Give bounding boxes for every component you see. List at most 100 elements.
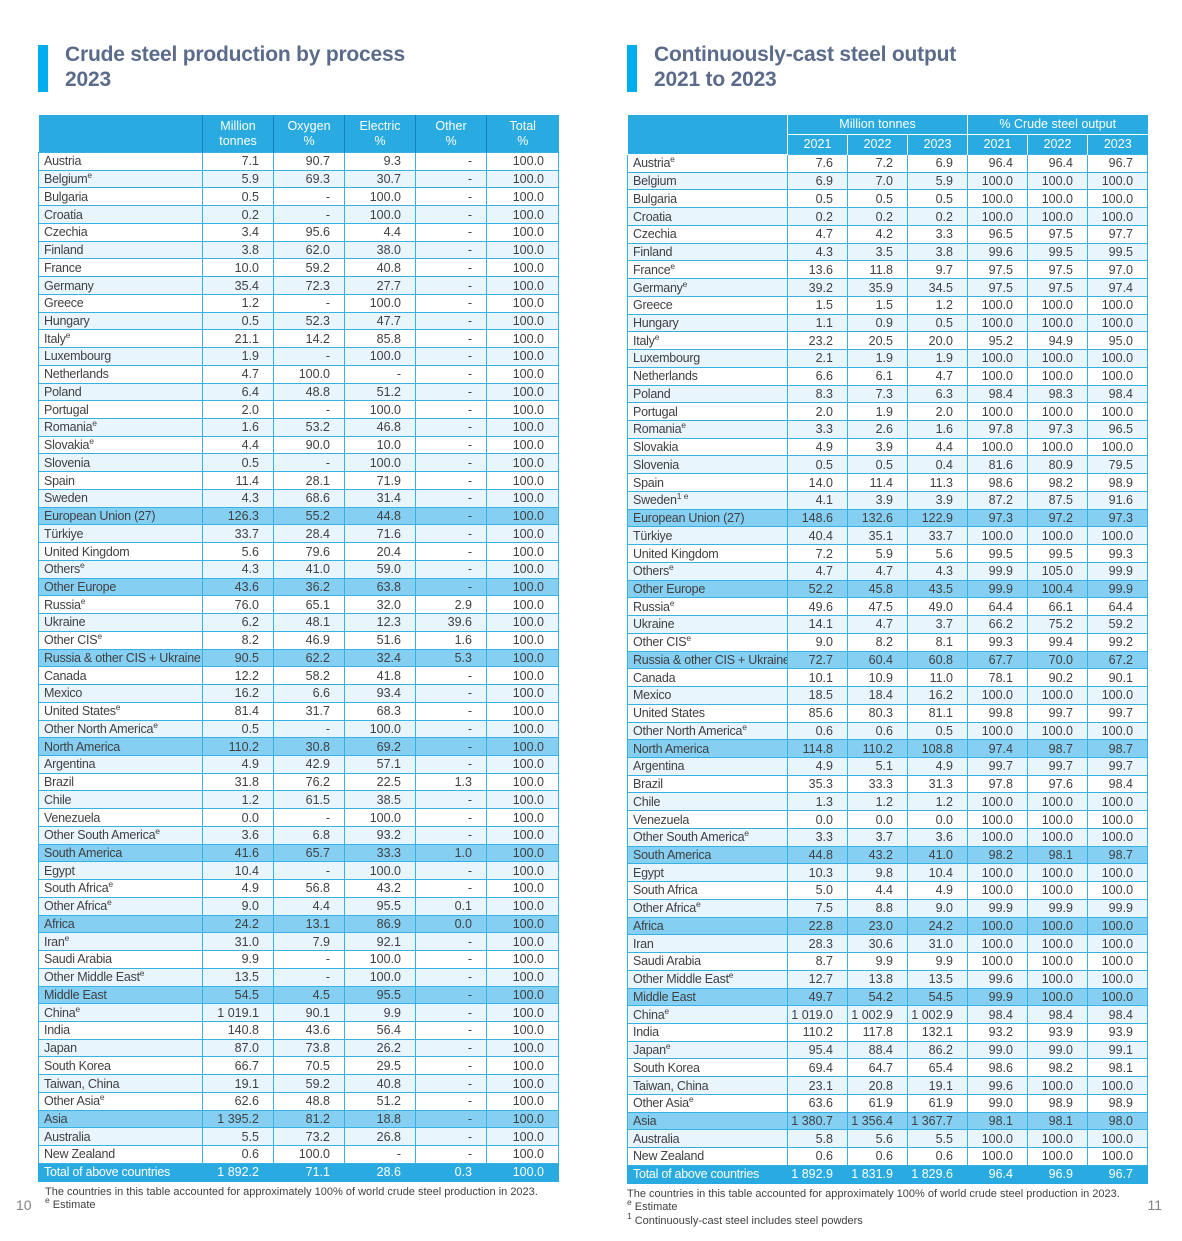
value-cell: 100.0 — [1027, 863, 1088, 883]
value-cell: 98.7 — [1086, 739, 1149, 758]
value-cell: 2.9 — [415, 595, 487, 615]
subtotal-row: Middle East 54.5 4.5 95.5-100.0 — [38, 985, 559, 1005]
value-cell: - — [415, 488, 487, 508]
row-label: South America — [627, 845, 788, 865]
value-cell: 97.4 — [967, 739, 1028, 758]
row-label: Other Middle Easte — [38, 967, 203, 987]
value-cell: 98.1 — [1027, 845, 1088, 865]
value-cell: 100.0 — [1027, 969, 1088, 989]
row-label: Czechia — [627, 224, 788, 244]
value-cell: 93.9 — [1027, 1022, 1088, 1042]
value-cell: 100.0 — [486, 843, 559, 863]
row-label: Argentina — [627, 756, 788, 776]
value-cell: 0.0 — [907, 810, 968, 829]
value-cell: 59.2 — [1086, 615, 1149, 634]
row-label: Francee — [627, 260, 788, 280]
value-cell: 1.3 — [415, 772, 487, 792]
value-cell: 85.6 — [787, 703, 848, 723]
value-cell: 58.2 — [273, 666, 345, 686]
value-cell: 9.3 — [344, 152, 416, 171]
value-cell: 59.2 — [273, 258, 345, 278]
value-cell: 1 356.4 — [847, 1111, 908, 1131]
value-cell: 3.3 — [907, 224, 968, 244]
value-cell: 94.9 — [1027, 331, 1088, 351]
value-cell: 5.3 — [415, 648, 487, 668]
value-cell: 9.9 — [907, 952, 968, 971]
row-label: South America — [38, 843, 203, 863]
subtotal-row: Russia & other CIS + Ukraine 72.7 60.4 60.8… — [627, 650, 1149, 670]
table-row: Spain 11.4 28.1 71.9-100.0 — [38, 471, 559, 490]
value-cell: 12.7 — [787, 969, 848, 989]
value-cell: 97.7 — [1086, 224, 1149, 244]
table-row: Italye 23.2 20.5 20.0 95.2 94.9 95.0 — [627, 331, 1149, 351]
value-cell: 33.3 — [847, 774, 908, 794]
value-cell: 86.9 — [344, 914, 416, 934]
row-label: Saudi Arabia — [627, 952, 788, 971]
table-row: India 140.8 43.6 56.4-100.0 — [38, 1020, 559, 1040]
value-cell: 100.0 — [486, 630, 559, 650]
value-cell: 100.0 — [486, 382, 559, 402]
value-cell: - — [415, 400, 487, 420]
row-label: Russiae — [38, 595, 203, 615]
value-cell: 98.2 — [1027, 1058, 1088, 1078]
value-cell: 100.0 — [1027, 686, 1088, 705]
value-cell: 1 002.9 — [847, 1005, 908, 1024]
value-cell: 100.0 — [486, 648, 559, 668]
value-cell: 27.7 — [344, 276, 416, 295]
value-cell: 96.5 — [967, 224, 1028, 244]
value-cell: 100.0 — [344, 808, 416, 827]
value-cell: 100.0 — [486, 542, 559, 561]
table-row: New Zealand 0.6 0.6 0.6 100.0 100.0 100.0 — [627, 1147, 1149, 1166]
row-label: Russiae — [627, 597, 788, 617]
subtotal-row: Asia 1 380.7 1 356.4 1 367.7 98.1 98.1 98.0 — [627, 1111, 1149, 1131]
left-table-body: Austria 7.1 90.7 9.3-100.0 Belgiume 5.9 69.3 30… — [38, 152, 559, 1182]
value-cell: 100.0 — [1086, 952, 1149, 971]
value-cell: 100.0 — [967, 349, 1028, 368]
group-header-pct-crude-steel-output: % Crude steel output — [966, 115, 1148, 135]
value-cell: 87.2 — [967, 490, 1028, 510]
value-cell: 95.2 — [967, 331, 1028, 351]
value-cell: 4.9 — [787, 756, 848, 776]
value-cell: 0.5 — [202, 719, 274, 739]
table-row: Other Middle Easte 12.7 13.8 13.5 99.6 100.0 1… — [627, 969, 1149, 989]
value-cell: 41.0 — [907, 845, 968, 865]
value-cell: 4.4 — [847, 881, 908, 900]
value-cell: 1.3 — [787, 792, 848, 812]
value-cell: - — [415, 329, 487, 349]
table-row: Luxembourg 1.9-100.0-100.0 — [38, 347, 559, 366]
table-row: Other South Americae 3.6 6.8 93.2-100.0 — [38, 825, 559, 845]
value-cell: - — [415, 577, 487, 597]
value-cell: 1 019.1 — [202, 1003, 274, 1022]
row-label: Total of above countries — [38, 1162, 203, 1182]
row-label: Finland — [38, 240, 203, 260]
table-row: South Korea 66.7 70.5 29.5-100.0 — [38, 1056, 559, 1076]
value-cell: 100.0 — [486, 666, 559, 686]
value-cell: 47.5 — [847, 597, 908, 617]
value-cell: 85.8 — [344, 329, 416, 349]
value-cell: 5.9 — [907, 171, 968, 191]
value-cell: - — [415, 808, 487, 827]
value-cell: 33.7 — [202, 524, 274, 544]
value-cell: 1.2 — [907, 792, 968, 812]
value-cell: 1.6 — [415, 630, 487, 650]
value-cell: - — [415, 453, 487, 473]
value-cell: 35.1 — [847, 526, 908, 546]
value-cell: 4.9 — [907, 756, 968, 776]
value-cell: 79.5 — [1086, 455, 1149, 475]
table-row: Irane 31.0 7.9 92.1-100.0 — [38, 932, 559, 952]
value-cell: 80.3 — [847, 703, 908, 723]
row-label: Poland — [38, 382, 203, 402]
value-cell: 3.8 — [907, 242, 968, 262]
value-cell: 69.4 — [787, 1058, 848, 1078]
row-label: Germanye — [627, 278, 788, 297]
year-header: 2023 — [1086, 134, 1148, 155]
value-cell: 100.0 — [1027, 313, 1088, 333]
title-line-1: Continuously-cast steel output — [654, 43, 957, 66]
value-cell: 67.7 — [967, 650, 1028, 670]
row-label: Italye — [38, 329, 203, 349]
table-row: Other Africae 9.0 4.4 95.5 0.1 100.0 — [38, 896, 559, 916]
value-cell: 100.0 — [1027, 402, 1088, 422]
value-cell: 35.9 — [847, 278, 908, 297]
value-cell: 100.0 — [967, 207, 1028, 226]
row-label: Romaniae — [627, 420, 788, 439]
